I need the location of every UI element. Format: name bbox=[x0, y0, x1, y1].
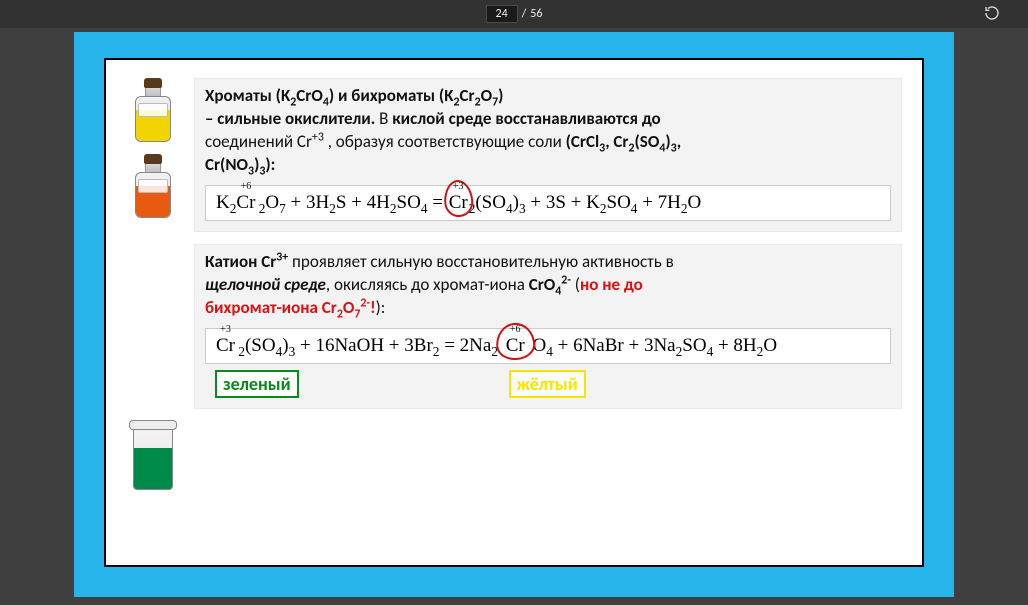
bottle-dichromate-icon bbox=[135, 154, 171, 218]
equation-1: K2+6Cr 2O7 + 3H2S + 4H2SO4 = +3Cr2(SO4)3… bbox=[205, 185, 891, 221]
beaker-cr3-icon bbox=[129, 420, 177, 490]
stage: Хроматы (K2CrO4) и бихроматы (K2Cr2O7) –… bbox=[0, 28, 1028, 605]
block2-text: Катион Cr3+ проявляет сильную восстанови… bbox=[205, 251, 891, 320]
page-sep: / bbox=[522, 7, 527, 21]
equation-2: +3Cr 2(SO4)3 + 16NaOH + 3Br2 = 2Na2+6 Cr… bbox=[205, 328, 891, 364]
label-green: зеленый bbox=[215, 370, 299, 398]
page-current-input[interactable]: 24 bbox=[486, 5, 518, 23]
slide-frame: Хроматы (K2CrO4) и бихроматы (K2Cr2O7) –… bbox=[74, 32, 954, 597]
bottle-chromate-icon bbox=[135, 78, 171, 142]
content-column: Хроматы (K2CrO4) и бихроматы (K2Cr2O7) –… bbox=[194, 78, 902, 545]
viewer-toolbar: 24 / 56 bbox=[0, 0, 1028, 28]
color-labels: зеленый жёлтый bbox=[215, 370, 891, 398]
slide: Хроматы (K2CrO4) и бихроматы (K2Cr2O7) –… bbox=[104, 58, 924, 567]
page-total: 56 bbox=[530, 7, 542, 21]
page-indicator: 24 / 56 bbox=[486, 5, 543, 23]
block-alkaline: Катион Cr3+ проявляет сильную восстанови… bbox=[194, 244, 902, 409]
rotate-icon[interactable] bbox=[984, 5, 1000, 21]
left-column bbox=[124, 78, 182, 545]
block-acidic: Хроматы (K2CrO4) и бихроматы (K2Cr2O7) –… bbox=[194, 78, 902, 232]
label-yellow: жёлтый bbox=[509, 370, 586, 398]
block1-text: Хроматы (K2CrO4) и бихроматы (K2Cr2O7) –… bbox=[205, 85, 891, 177]
